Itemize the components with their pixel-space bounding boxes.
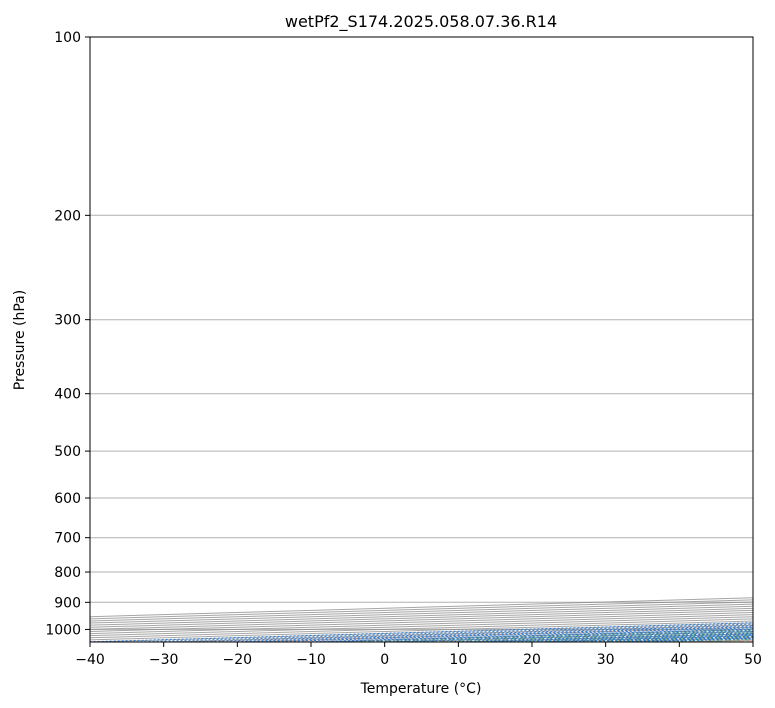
background-lines [90, 37, 753, 642]
chart-title: wetPf2_S174.2025.058.07.36.R14 [285, 12, 557, 32]
isotherm-line [531, 635, 753, 642]
moist-adiabat-line [689, 639, 753, 642]
mixing-ratio-line [572, 636, 753, 642]
isotherm-line [90, 616, 753, 637]
dry-adiabat-line [711, 640, 753, 642]
dry-adiabat-line [487, 633, 753, 642]
isotherm-line [90, 607, 753, 628]
y-tick-label: 300 [54, 313, 81, 329]
isotherm-line [605, 637, 753, 642]
dry-adiabat-line [562, 635, 753, 642]
dry-adiabat-line [188, 624, 753, 642]
y-tick-label: 100 [54, 30, 81, 46]
isotherm-line [90, 597, 753, 618]
isotherm-line [90, 618, 753, 639]
isotherm-line [90, 622, 753, 642]
x-axis-ticks: −40 −30 −20 −10 0 10 20 30 40 50 [75, 642, 762, 668]
moist-adiabat-line [438, 632, 753, 642]
mixing-ratio-line [131, 623, 753, 642]
dry-adiabat-line [412, 631, 753, 642]
y-axis-ticks: 100 200 300 400 500 600 700 800 900 1000 [45, 30, 90, 638]
isotherm-line [163, 624, 753, 642]
isotherm-line [90, 609, 753, 630]
isotherm-line [90, 601, 753, 622]
isotherm-line [90, 612, 753, 632]
x-tick-label: 50 [744, 652, 762, 668]
x-tick-label: 10 [449, 652, 467, 668]
y-tick-label: 900 [54, 595, 81, 611]
y-tick-label: 600 [54, 491, 81, 507]
x-axis-label: Temperature (°C) [360, 681, 482, 697]
y-axis-label: Pressure (hPa) [12, 290, 28, 390]
plot-frame [89, 36, 754, 643]
isotherm-line [458, 633, 753, 642]
y-tick-label: 500 [54, 444, 81, 460]
y-tick-label: 800 [54, 565, 81, 581]
mixing-ratio-line [599, 637, 753, 642]
y-tick-label: 200 [54, 208, 81, 224]
moist-adiabat-line [652, 638, 753, 642]
x-tick-label: 0 [380, 652, 389, 668]
moist-adiabat-line [580, 636, 753, 642]
moist-adiabat-line [616, 637, 753, 642]
moist-adiabat-line [332, 628, 753, 642]
isotherm-line [90, 614, 753, 635]
x-tick-label: 20 [523, 652, 541, 668]
isotherm-line [90, 605, 753, 626]
y-tick-label: 1000 [45, 622, 81, 638]
isotherm-line [752, 641, 753, 642]
isotherm-line [679, 639, 753, 642]
x-tick-label: −30 [149, 652, 179, 668]
isotherm-line [384, 630, 753, 642]
dry-adiabat-line [263, 626, 753, 642]
x-tick-label: −10 [296, 652, 326, 668]
moist-adiabat-line [473, 633, 753, 642]
isotherm-line [237, 626, 753, 642]
y-tick-label: 400 [54, 387, 81, 403]
moist-adiabat-line [403, 631, 753, 642]
x-tick-label: −40 [75, 652, 105, 668]
moist-adiabat-line [509, 634, 753, 642]
isotherm-line [310, 628, 753, 642]
isotherm-line [90, 599, 753, 620]
x-tick-label: 40 [670, 652, 688, 668]
isotherm-line [90, 620, 753, 641]
dry-adiabat-line [636, 637, 753, 642]
dry-adiabat-line [338, 628, 753, 642]
y-tick-label: 700 [54, 531, 81, 547]
x-tick-label: −20 [223, 652, 253, 668]
moist-adiabat-line [544, 635, 753, 642]
x-tick-label: 30 [597, 652, 615, 668]
moist-adiabat-line [367, 629, 753, 642]
isotherm-line [90, 603, 753, 624]
